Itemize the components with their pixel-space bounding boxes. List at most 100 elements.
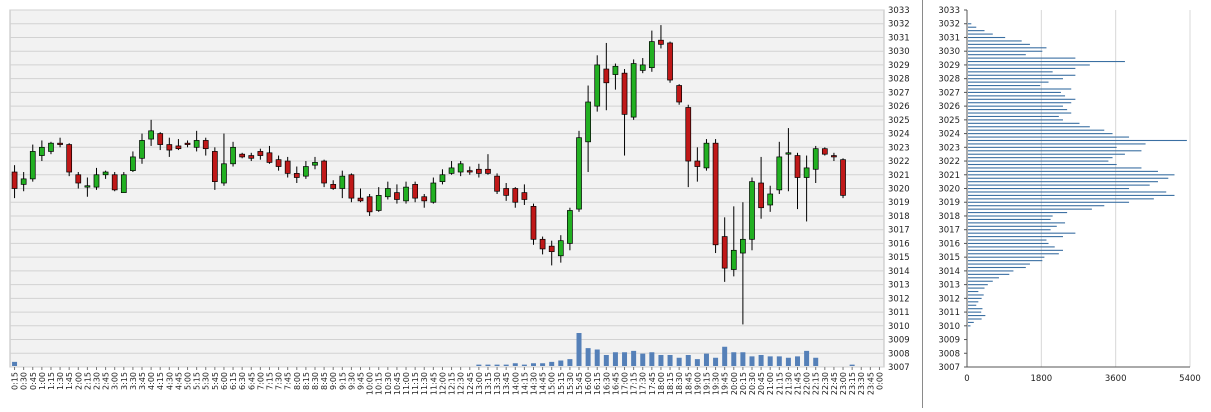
candle-body bbox=[585, 101, 591, 143]
candle-body bbox=[730, 249, 737, 270]
y-tick-label: 3008 bbox=[938, 349, 960, 359]
x-tick-label: 7:00 bbox=[256, 372, 265, 390]
candle-body bbox=[485, 168, 491, 174]
profile-bar bbox=[968, 143, 1146, 145]
x-tick-label: 5:45 bbox=[211, 372, 220, 390]
x-tick-label: 10:30 bbox=[384, 372, 393, 395]
profile-bar bbox=[968, 270, 1014, 272]
profile-bar bbox=[968, 26, 977, 28]
profile-bar bbox=[968, 60, 1125, 63]
y-tick-label: 3027 bbox=[888, 88, 910, 98]
candle-body bbox=[193, 140, 200, 148]
profile-bar bbox=[968, 95, 1066, 97]
candle-body bbox=[630, 63, 637, 118]
candle-body bbox=[11, 171, 18, 189]
x-tick-label: 18:15 bbox=[666, 372, 675, 395]
candle-body bbox=[803, 167, 810, 178]
candle-body bbox=[758, 182, 764, 209]
y-tick-label: 3012 bbox=[938, 294, 960, 304]
candle-body bbox=[39, 146, 45, 156]
profile-bar bbox=[968, 91, 1061, 93]
candle-body bbox=[202, 140, 209, 150]
profile-bar bbox=[968, 201, 1130, 203]
candle-body bbox=[257, 151, 264, 156]
candle-body bbox=[184, 142, 191, 145]
profile-bar bbox=[968, 311, 982, 313]
x-tick-label: 22:15 bbox=[812, 372, 821, 395]
volume-bar bbox=[795, 356, 801, 366]
profile-bar bbox=[968, 253, 1059, 255]
profile-bar bbox=[968, 218, 1051, 220]
candle-body bbox=[439, 174, 446, 182]
y-tick-label: 3009 bbox=[888, 336, 910, 346]
volume-bar bbox=[512, 363, 518, 366]
x-tick-label: 17:00 bbox=[621, 372, 630, 395]
volume-bar bbox=[567, 359, 573, 366]
x-tick-label: 6:15 bbox=[229, 372, 238, 390]
x-tick-label: 12:45 bbox=[466, 372, 475, 395]
profile-bar bbox=[968, 167, 1142, 169]
candle-body bbox=[284, 160, 291, 174]
x-tick-label: 18:30 bbox=[675, 372, 684, 395]
candle-body bbox=[594, 64, 601, 107]
x-tick-label: 13:15 bbox=[484, 372, 493, 395]
profile-bar bbox=[968, 57, 1076, 59]
x-tick-label: 6:30 bbox=[238, 372, 247, 390]
candle-body bbox=[348, 174, 355, 199]
volume-bar bbox=[685, 355, 691, 366]
candle-body bbox=[175, 145, 182, 150]
profile-bar bbox=[968, 263, 1030, 265]
x-tick-label: 20:15 bbox=[739, 372, 748, 395]
volume-bar bbox=[849, 364, 855, 366]
profile-bar bbox=[968, 160, 1109, 162]
x-tick-label: 0:15 bbox=[11, 372, 20, 390]
volume-bar bbox=[758, 355, 764, 366]
x-tick-label: 2:15 bbox=[83, 372, 92, 390]
profile-bar bbox=[968, 78, 1063, 80]
x-tick-label: 17:45 bbox=[648, 372, 657, 395]
y-tick-label: 3007 bbox=[938, 363, 960, 373]
candle-body bbox=[29, 151, 36, 180]
candle-body bbox=[230, 146, 236, 165]
x-tick-label: 10:15 bbox=[375, 372, 384, 395]
volume-bar bbox=[731, 352, 737, 366]
volume-bar bbox=[740, 352, 746, 366]
candle-body bbox=[266, 152, 273, 163]
x-tick-label: 2:30 bbox=[92, 372, 101, 390]
candle-body bbox=[366, 196, 373, 213]
x-tick-label: 9:30 bbox=[347, 372, 356, 390]
candle-body bbox=[75, 174, 82, 184]
x-tick-label: 4:00 bbox=[147, 372, 156, 390]
profile-bar bbox=[968, 126, 1090, 128]
profile-bar bbox=[968, 105, 1063, 107]
profile-bar bbox=[968, 246, 1055, 248]
volume-bar bbox=[631, 350, 637, 366]
y-tick-label: 3016 bbox=[938, 239, 960, 249]
x-tick-label: 18:00 bbox=[657, 372, 666, 395]
y-tick-label: 3011 bbox=[888, 308, 910, 318]
volume-bar bbox=[594, 349, 600, 366]
x-tick-label: 9:15 bbox=[338, 372, 347, 390]
candle-body bbox=[740, 238, 746, 254]
x-tick-label: 12:00 bbox=[438, 372, 447, 395]
volume-bar bbox=[640, 353, 646, 366]
profile-bar bbox=[968, 136, 1130, 138]
y-tick-label: 3010 bbox=[938, 322, 960, 332]
candle-body bbox=[539, 238, 546, 250]
x-tick-label: 1:45 bbox=[65, 372, 74, 390]
y-tick-label: 3014 bbox=[938, 267, 960, 277]
x-tick-label: 15:00 bbox=[548, 372, 557, 395]
x-tick-label: 2:45 bbox=[102, 372, 111, 390]
profile-bar bbox=[968, 40, 1022, 42]
candle-body bbox=[457, 163, 464, 173]
x-tick-label: 7:30 bbox=[275, 372, 284, 390]
x-tick-label: 16:00 bbox=[584, 372, 593, 395]
y-tick-label: 3011 bbox=[938, 308, 960, 318]
x-tick-label: 11:30 bbox=[420, 372, 429, 395]
profile-bar bbox=[968, 122, 1080, 124]
volume-bar bbox=[804, 350, 810, 366]
y-tick-label: 3020 bbox=[888, 185, 910, 195]
y-tick-label: 3033 bbox=[938, 6, 960, 16]
candle-body bbox=[621, 72, 628, 115]
x-tick-label: 16:30 bbox=[602, 372, 611, 395]
